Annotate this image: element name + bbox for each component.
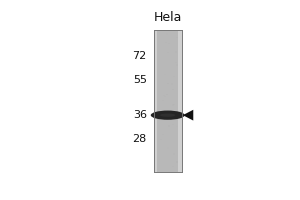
Bar: [172, 89, 174, 90]
Bar: [164, 74, 166, 75]
Text: Hela: Hela: [154, 11, 182, 24]
Bar: [160, 139, 162, 140]
Bar: [162, 134, 164, 135]
Polygon shape: [183, 110, 193, 121]
Bar: [167, 52, 169, 53]
Bar: [176, 37, 178, 38]
Bar: [166, 33, 168, 35]
Bar: [164, 95, 165, 96]
Ellipse shape: [160, 114, 175, 117]
Bar: [176, 51, 177, 53]
Bar: [167, 147, 169, 149]
Bar: [173, 76, 175, 77]
Bar: [171, 83, 172, 85]
Text: 72: 72: [133, 51, 147, 61]
Bar: [176, 161, 178, 163]
Bar: [176, 62, 177, 63]
Bar: [173, 104, 175, 105]
Bar: [154, 30, 182, 172]
Bar: [164, 96, 166, 97]
Text: 28: 28: [133, 134, 147, 144]
Bar: [166, 94, 168, 95]
Text: 55: 55: [133, 75, 147, 85]
Bar: [164, 114, 166, 115]
Bar: [172, 104, 173, 106]
Text: 36: 36: [133, 110, 147, 120]
Bar: [168, 43, 169, 44]
Bar: [172, 124, 174, 125]
Ellipse shape: [151, 111, 185, 120]
Bar: [172, 166, 174, 167]
Bar: [162, 100, 164, 101]
Bar: [167, 83, 169, 84]
Bar: [166, 42, 167, 43]
Bar: [176, 126, 178, 127]
Bar: [173, 153, 175, 155]
Bar: [176, 64, 178, 66]
Bar: [168, 125, 169, 127]
Bar: [157, 30, 178, 172]
Bar: [166, 119, 168, 120]
